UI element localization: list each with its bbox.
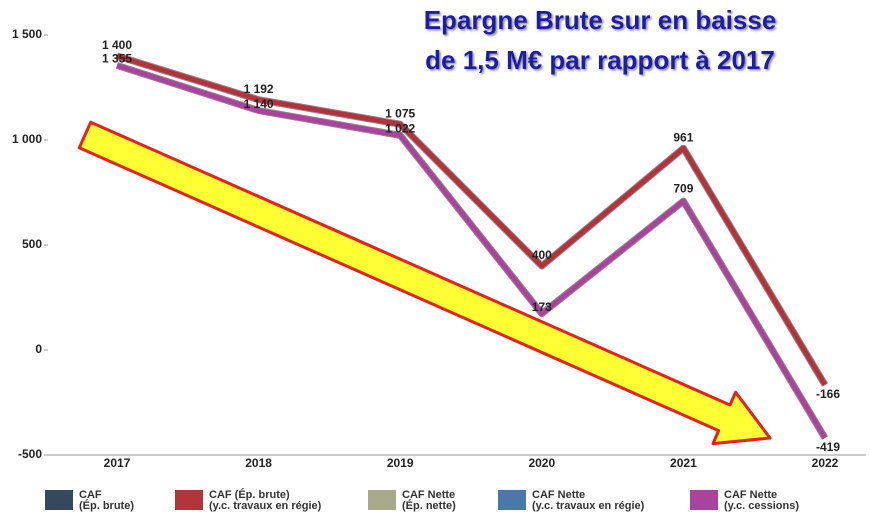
data-label: 1 022 — [385, 122, 415, 136]
series-line — [116, 53, 828, 387]
annotation: Epargne Brute sur en baisse — [424, 5, 777, 35]
y-tick-label: 0 — [35, 342, 42, 356]
legend-label: (Ép. nette) — [402, 499, 456, 512]
x-tick-label: 2021 — [670, 456, 697, 470]
y-tick-label: 500 — [22, 237, 42, 251]
y-tick-label: -500 — [18, 447, 42, 461]
x-tick-label: 2019 — [387, 456, 414, 470]
legend-label: CAF (Ép. brute) — [209, 488, 290, 501]
data-label: 1 355 — [102, 52, 132, 66]
x-tick-label: 2017 — [104, 456, 131, 470]
data-label: 1 192 — [244, 82, 274, 96]
legend-swatch — [45, 490, 73, 510]
legend-label: (y.c. travaux en régie) — [209, 500, 322, 512]
legend-label: (Ép. brute) — [79, 499, 134, 512]
series-line — [116, 63, 828, 440]
legend-label: CAF Nette — [402, 489, 455, 501]
data-label: -166 — [816, 387, 840, 401]
data-label: -419 — [816, 440, 840, 454]
data-label: 1 140 — [244, 97, 274, 111]
data-label: 400 — [532, 248, 552, 262]
legend-swatch — [175, 490, 203, 510]
x-tick-label: 2018 — [245, 456, 272, 470]
trend-arrow — [77, 120, 772, 446]
legend-label: (y.c. travaux en régie) — [532, 500, 645, 512]
data-label: 1 400 — [102, 38, 132, 52]
y-tick-label: 1 500 — [12, 27, 42, 41]
y-tick-label: 1 000 — [12, 132, 42, 146]
legend-swatch — [498, 490, 526, 510]
legend-label: CAF Nette — [532, 489, 585, 501]
data-label: 961 — [673, 130, 693, 144]
data-label: 1 075 — [385, 106, 415, 120]
x-tick-label: 2020 — [528, 456, 555, 470]
legend-swatch — [690, 490, 718, 510]
legend-label: CAF Nette — [724, 489, 777, 501]
legend-swatch — [368, 490, 396, 510]
data-label: 173 — [532, 300, 552, 314]
legend-label: (y.c. cessions) — [724, 500, 799, 512]
data-label: 709 — [673, 181, 693, 195]
x-tick-label: 2022 — [812, 456, 839, 470]
legend-label: CAF — [79, 489, 102, 501]
annotation: de 1,5 M€ par rapport à 2017 — [425, 45, 775, 75]
series-line-outline — [115, 62, 829, 440]
